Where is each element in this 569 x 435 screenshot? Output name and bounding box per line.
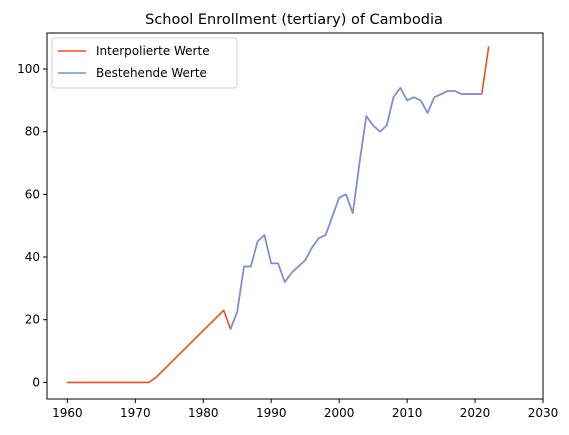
y-tick-label: 80 — [25, 125, 40, 139]
existing-series-line — [229, 87, 483, 330]
x-tick-label: 2000 — [324, 406, 355, 420]
chart-title: School Enrollment (tertiary) of Cambodia — [145, 12, 443, 28]
x-tick-label: 1990 — [256, 406, 287, 420]
y-tick-label: 100 — [17, 62, 40, 76]
x-tick-label: 2010 — [392, 406, 423, 420]
legend: Interpolierte Werte Bestehende Werte — [51, 37, 238, 89]
y-axis: 0 20 40 60 80 100 — [17, 62, 47, 389]
series-lines — [66, 46, 490, 384]
x-tick-label: 2030 — [528, 406, 559, 420]
legend-label-interpolated: Interpolierte Werte — [96, 44, 210, 58]
y-tick-label: 20 — [25, 313, 40, 327]
legend-box — [51, 37, 238, 89]
x-axis: 1960 1970 1980 1990 2000 2010 2020 2030 — [52, 399, 558, 420]
legend-label-existing: Bestehende Werte — [96, 66, 207, 80]
x-tick-label: 1960 — [52, 406, 83, 420]
y-tick-label: 60 — [25, 187, 40, 201]
x-tick-label: 1970 — [120, 406, 151, 420]
x-tick-label: 2020 — [460, 406, 491, 420]
y-tick-label: 0 — [32, 375, 40, 389]
x-tick-label: 1980 — [188, 406, 219, 420]
y-tick-label: 40 — [25, 250, 40, 264]
